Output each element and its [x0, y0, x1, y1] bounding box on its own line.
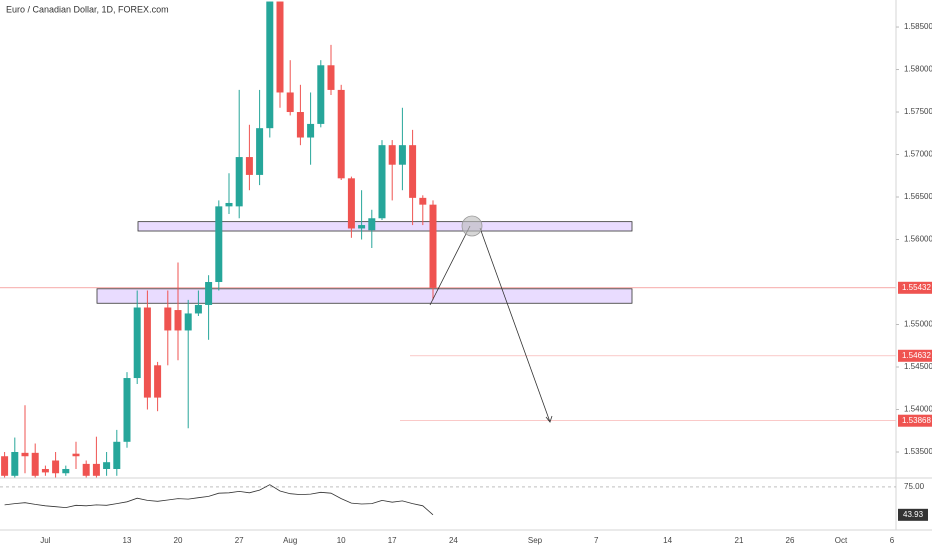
candle-body — [143, 307, 151, 398]
x-tick-label: 26 — [786, 536, 795, 545]
candle-body — [368, 218, 376, 231]
candle-body — [21, 452, 29, 457]
y-tick-label: 1.57000 — [904, 150, 932, 159]
candle-body — [398, 145, 406, 165]
y-tick-label: 1.55000 — [904, 320, 932, 329]
candle-body — [11, 451, 19, 476]
candle-body — [235, 157, 243, 207]
y-tick-label: 1.56500 — [904, 192, 932, 201]
support-zone — [96, 288, 633, 304]
candle-body — [388, 145, 396, 165]
candle-body — [1, 456, 9, 476]
candle-body — [286, 92, 294, 113]
x-tick-label: 6 — [890, 536, 895, 545]
candle-body — [347, 178, 355, 229]
price-label-box — [898, 349, 932, 362]
candle-body — [307, 123, 315, 138]
y-tick-label: 1.56000 — [904, 235, 932, 244]
rsi-tick-label: 75.00 — [904, 482, 925, 491]
y-tick-label: 1.54000 — [904, 405, 932, 414]
candle-body — [205, 282, 213, 305]
x-tick-label: 13 — [123, 536, 132, 545]
candle-body — [337, 89, 345, 179]
candle-body — [296, 112, 304, 138]
candle-body — [358, 225, 366, 229]
x-tick-label: 17 — [388, 536, 397, 545]
x-tick-label: 27 — [235, 536, 244, 545]
candle-body — [41, 468, 49, 473]
candle-body — [52, 460, 60, 474]
x-tick-label: Sep — [528, 536, 543, 545]
candle-body — [82, 463, 90, 476]
candle-body — [92, 463, 100, 476]
candle-body — [174, 310, 182, 331]
candle-body — [72, 453, 80, 457]
y-tick-label: 1.53500 — [904, 447, 932, 456]
x-tick-label: 7 — [594, 536, 599, 545]
drawing — [429, 215, 553, 423]
price-label: 1.53868 — [902, 416, 931, 425]
price-label: 1.55432 — [902, 283, 931, 292]
y-tick-label: 1.58000 — [904, 65, 932, 74]
candle-body — [266, 1, 274, 129]
projection-arrow — [429, 225, 551, 423]
candle-body — [194, 304, 202, 314]
candle-body — [256, 128, 264, 175]
candle-body — [154, 365, 162, 398]
candle-body — [113, 441, 121, 469]
x-tick-label: 14 — [663, 536, 672, 545]
candle-body — [184, 313, 192, 331]
arrow-head — [545, 415, 553, 423]
candle-body — [245, 157, 253, 175]
support-zone — [137, 221, 633, 232]
y-tick-label: 1.57500 — [904, 107, 932, 116]
candle-body — [103, 462, 111, 469]
candle-body — [317, 65, 325, 124]
candle-body — [327, 65, 335, 90]
candle-body — [164, 307, 172, 331]
rsi-line — [4, 484, 434, 516]
price-pane — [0, 1, 896, 478]
x-tick-label: Oct — [835, 536, 848, 545]
candle-body — [133, 307, 141, 379]
x-tick-label: 20 — [174, 536, 183, 545]
candle-body — [378, 145, 386, 219]
price-label: 1.54632 — [902, 351, 931, 360]
candle-body — [276, 1, 284, 93]
candle-body — [215, 206, 223, 283]
candle-body — [62, 468, 70, 474]
pivot-marker — [461, 215, 483, 237]
price-label-box — [898, 414, 932, 427]
candle-body — [225, 202, 233, 207]
candle-body — [429, 204, 437, 288]
chart-title: Euro / Canadian Dollar, 1D, FOREX.com — [6, 4, 169, 14]
x-tick-label: Aug — [283, 536, 297, 545]
price-label-box — [898, 281, 932, 294]
x-tick-label: 24 — [449, 536, 458, 545]
y-tick-label: 1.54500 — [904, 362, 932, 371]
x-tick-label: 21 — [735, 536, 744, 545]
x-tick-label: Jul — [40, 536, 50, 545]
candle-body — [409, 145, 417, 198]
rsi-label-box — [898, 508, 928, 521]
candle-body — [419, 197, 427, 205]
candle-body — [31, 452, 39, 476]
rsi-value-label: 43.93 — [903, 510, 924, 519]
candle-body — [123, 378, 131, 442]
x-tick-label: 10 — [337, 536, 346, 545]
y-tick-label: 1.58500 — [904, 22, 932, 31]
